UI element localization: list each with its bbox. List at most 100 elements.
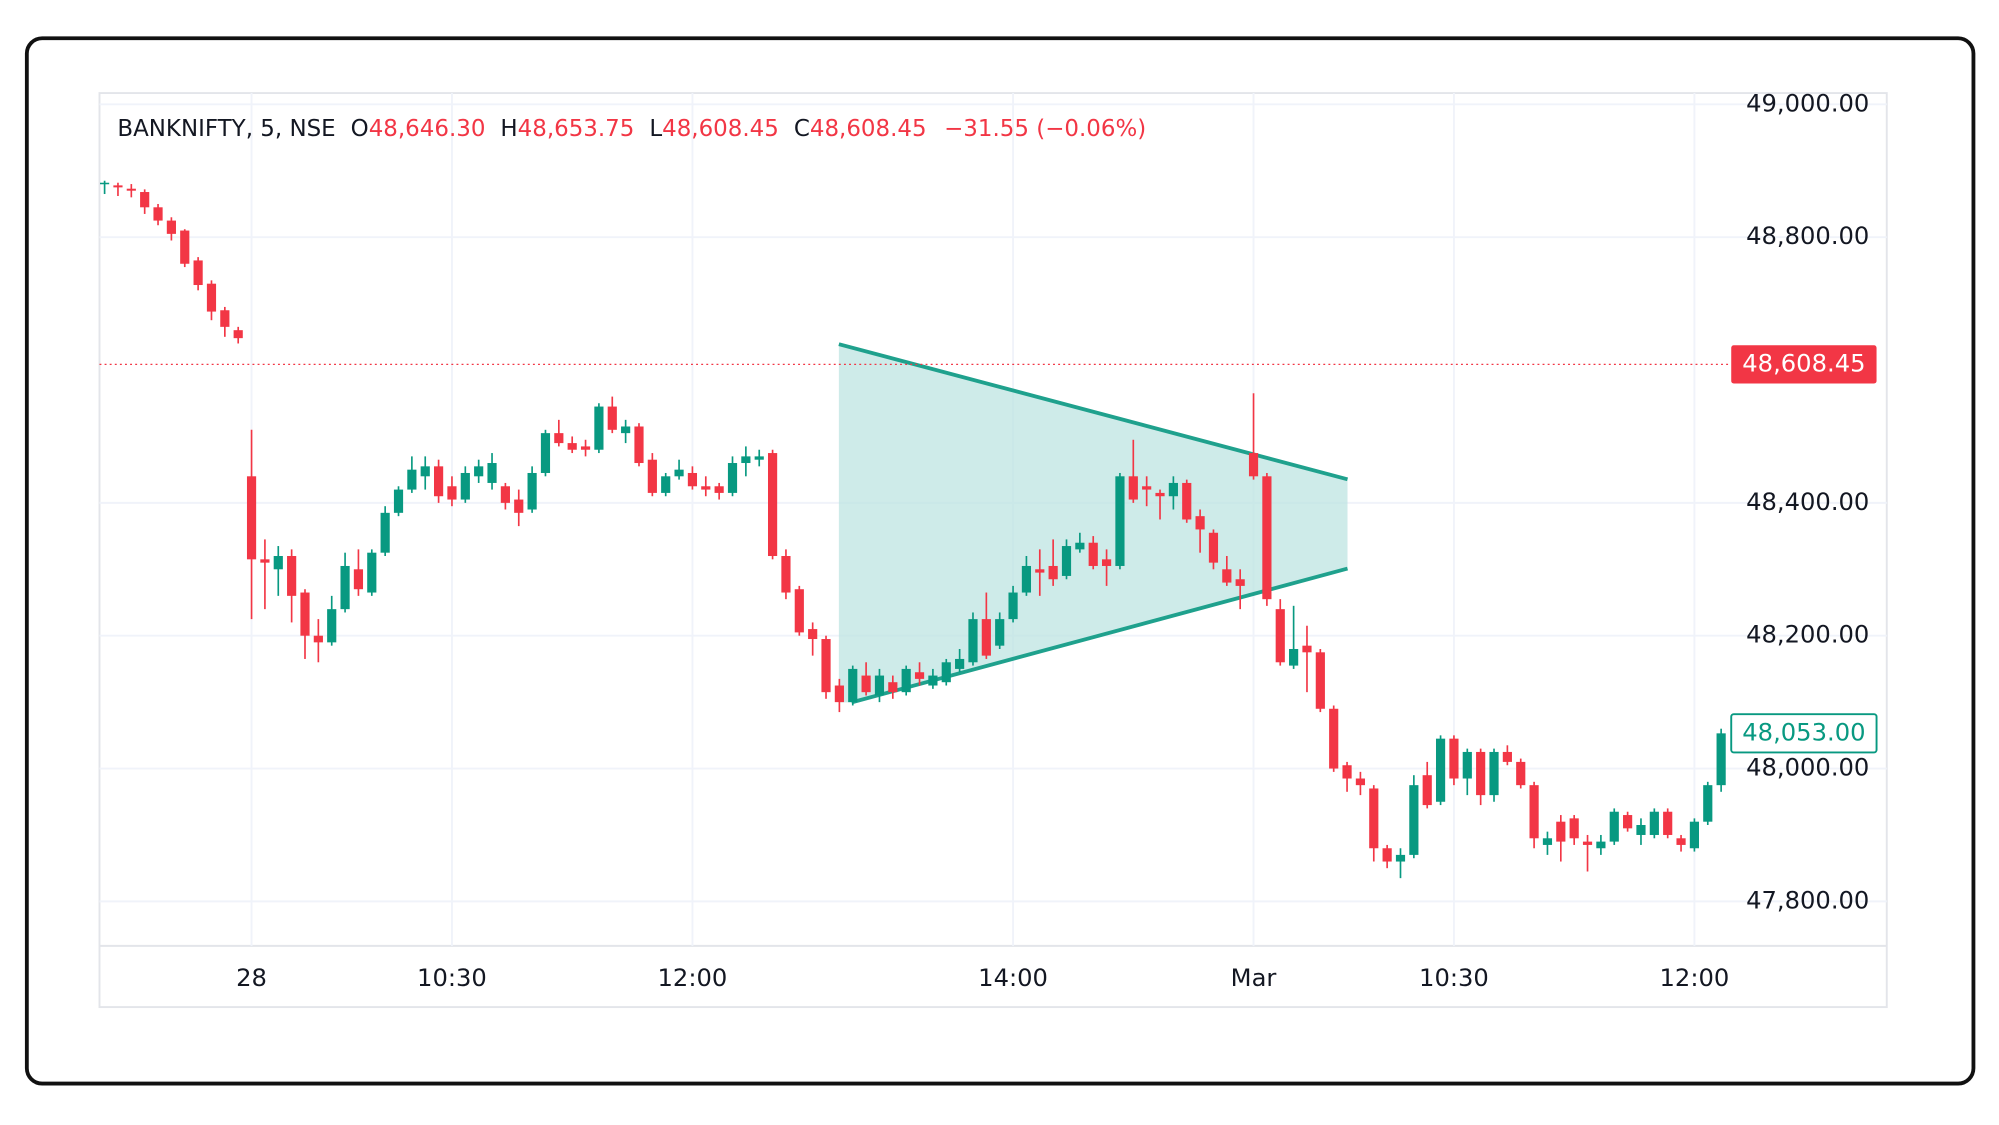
candle-body xyxy=(1302,645,1312,653)
candle-body xyxy=(1195,516,1205,530)
candle-body xyxy=(1422,775,1432,806)
candle-body xyxy=(1088,542,1098,566)
low-label: L xyxy=(649,115,662,141)
y-tick-label: 48,200.00 xyxy=(1746,621,1869,649)
y-tick-label: 48,400.00 xyxy=(1746,488,1869,516)
candle-body xyxy=(981,619,991,656)
candle-body xyxy=(1182,482,1192,520)
candle-body xyxy=(500,486,510,503)
candle-body xyxy=(1115,476,1125,566)
candle-body xyxy=(193,260,203,286)
y-tick-label: 49,000.00 xyxy=(1746,89,1869,117)
candle-body xyxy=(1623,815,1633,829)
candle-body xyxy=(687,472,698,487)
x-tick-label: 12:00 xyxy=(1660,964,1730,992)
candle-body xyxy=(1649,811,1659,835)
candle-body xyxy=(861,675,871,693)
candle-body xyxy=(567,443,577,450)
candle-body xyxy=(1248,453,1259,477)
candle-body xyxy=(607,406,617,430)
candle-body xyxy=(1382,848,1392,862)
candle-body xyxy=(1409,785,1419,855)
candle-body xyxy=(1435,738,1446,802)
candle-body xyxy=(206,283,217,312)
reference-price-box xyxy=(1731,345,1877,384)
candle-body xyxy=(661,476,671,493)
candle-body xyxy=(727,463,738,493)
candle-body xyxy=(1048,565,1058,580)
candle-body xyxy=(1449,738,1459,779)
candle-body xyxy=(353,569,364,590)
candle-body xyxy=(1529,785,1539,839)
candle-body xyxy=(767,453,778,557)
candle-body xyxy=(527,472,537,510)
low-value: 48,608.45 xyxy=(662,115,779,141)
candle-body xyxy=(1155,492,1165,497)
candle-body xyxy=(1502,751,1512,762)
candle-body xyxy=(808,629,818,640)
labels: 47,800.00 48,000.00 48,200.00 48,400.00 48,8… xyxy=(99,89,1878,992)
candle-body xyxy=(1542,838,1553,845)
candle-body xyxy=(1355,778,1366,786)
candle-body xyxy=(1342,765,1352,779)
candle-body xyxy=(634,426,644,464)
candle-body xyxy=(273,556,283,570)
candle-body xyxy=(941,662,951,683)
legend-header: BANKNIFTY, 5, NSE O48,646.30 H48,653.75 … xyxy=(117,115,1146,141)
candle-body xyxy=(834,685,844,703)
candle-body xyxy=(1476,751,1486,796)
candle-body xyxy=(1008,592,1018,620)
candle-body xyxy=(741,456,751,464)
candle-body xyxy=(380,512,390,553)
candle-body xyxy=(1275,609,1285,663)
candle-body xyxy=(1208,532,1219,563)
candle-body xyxy=(474,466,484,477)
reference-price-label: 48,608.45 xyxy=(1742,349,1865,377)
candle-body xyxy=(1636,825,1646,835)
candle-body xyxy=(1462,751,1472,779)
candle-body xyxy=(1663,811,1673,835)
candle-body xyxy=(754,456,764,460)
candle-body xyxy=(1609,811,1619,842)
candle-body xyxy=(647,459,657,493)
candle-body xyxy=(327,609,337,643)
candle-body xyxy=(153,207,163,221)
candle-body xyxy=(1061,546,1072,576)
candle-body xyxy=(1329,708,1339,769)
upper-trendline xyxy=(838,342,1349,482)
candle-body xyxy=(955,658,965,669)
candle-body xyxy=(781,556,791,593)
candle-body xyxy=(554,433,564,444)
candle-body xyxy=(1075,542,1085,550)
x-tick-label: 14:00 xyxy=(978,964,1048,992)
candle-body xyxy=(1101,559,1112,566)
candle-body xyxy=(113,185,123,188)
candle-body xyxy=(1128,476,1138,500)
candle-body xyxy=(1703,785,1713,822)
candle-body xyxy=(1716,733,1726,786)
candle-body xyxy=(1222,569,1232,583)
x-tick-label: 28 xyxy=(236,964,267,992)
candle-body xyxy=(514,499,524,513)
candle-body xyxy=(1556,821,1566,842)
candle-body xyxy=(888,682,898,693)
open-value: 48,646.30 xyxy=(369,115,486,141)
candle-body xyxy=(701,486,711,490)
candle-body xyxy=(1235,579,1245,586)
candle-body xyxy=(166,220,176,234)
grid xyxy=(99,93,1887,946)
candle-body xyxy=(674,469,684,477)
candle-body xyxy=(287,556,297,596)
candle-body xyxy=(487,463,497,483)
candle-body xyxy=(313,635,323,643)
last-price-label: 48,053.00 xyxy=(1742,718,1865,746)
last-price-box xyxy=(1730,713,1878,754)
candle-body xyxy=(1289,648,1299,666)
candle-body xyxy=(340,565,350,610)
candle-body xyxy=(434,466,444,497)
y-tick-label: 48,000.00 xyxy=(1746,754,1869,782)
candle-body xyxy=(100,182,110,185)
candle-body xyxy=(260,559,270,563)
